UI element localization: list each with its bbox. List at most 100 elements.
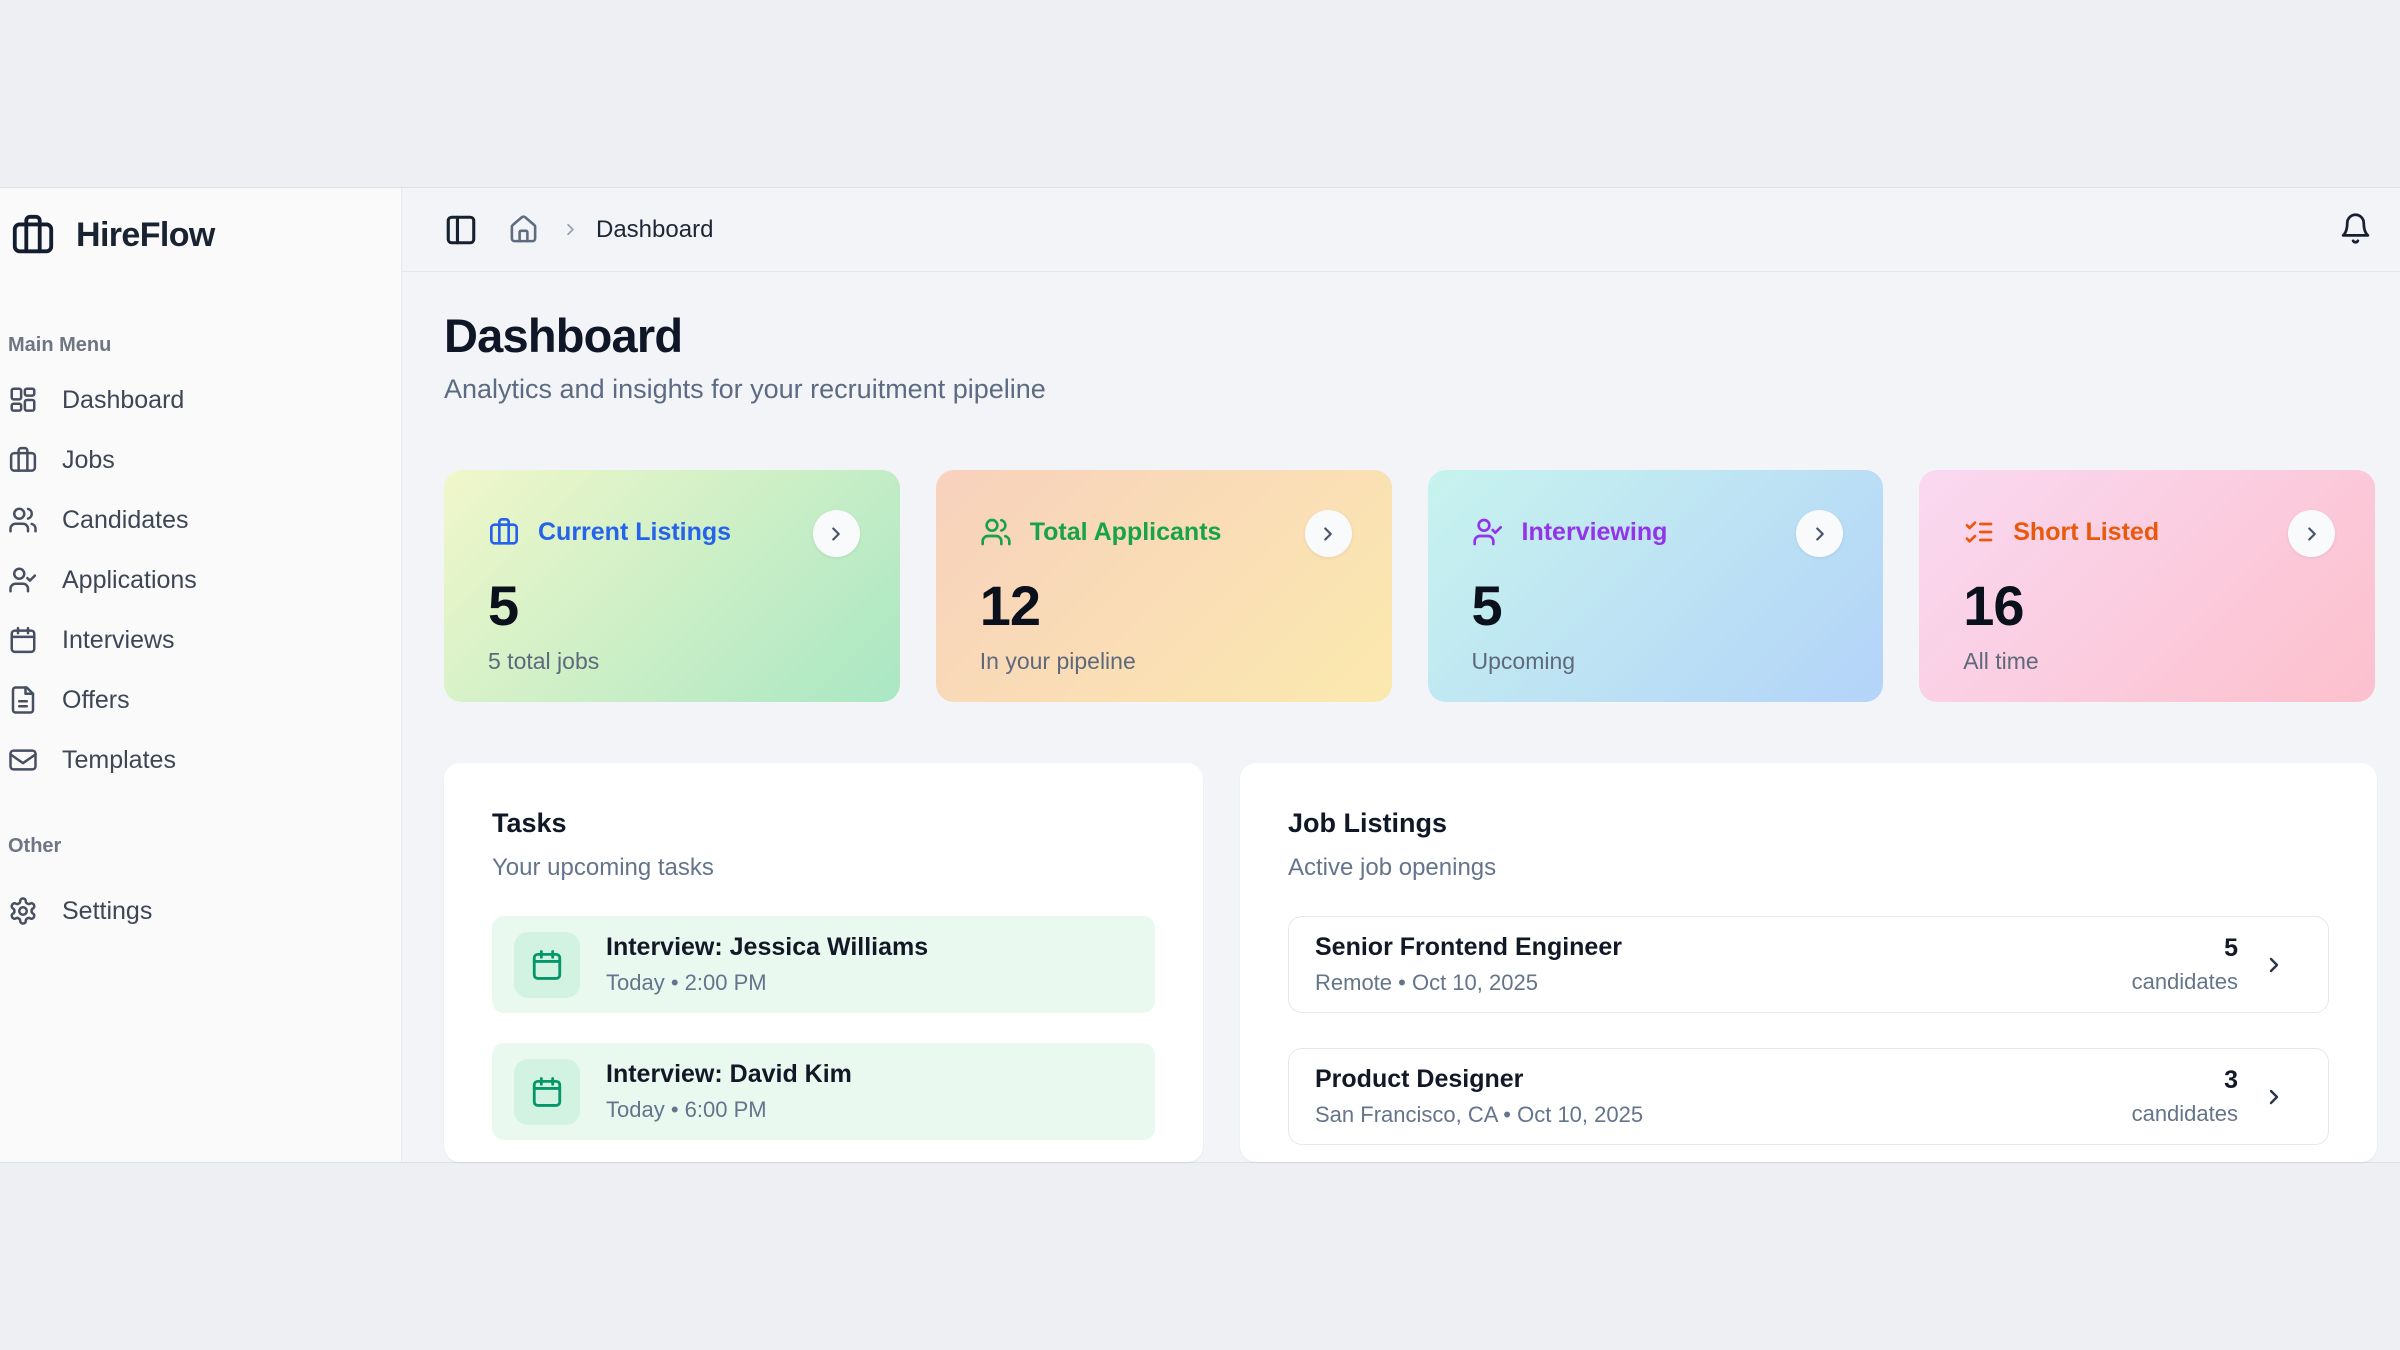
briefcase-logo-icon [10, 212, 56, 258]
job-list: Senior Frontend Engineer Remote • Oct 10… [1288, 916, 2329, 1145]
stat-caption: All time [1963, 648, 2039, 674]
gear-icon [8, 896, 38, 926]
job-candidates: 3 candidates [2132, 1066, 2238, 1127]
stat-card-head: Total Applicants [980, 516, 1348, 548]
sidebar-item-settings[interactable]: Settings [0, 881, 401, 941]
sidebar-toggle-button[interactable] [444, 213, 478, 247]
top-bar: Dashboard [402, 188, 2400, 272]
job-listings-panel: Job Listings Active job openings Senior … [1240, 763, 2377, 1162]
list-checks-icon [1963, 516, 1995, 548]
sidebar-item-offers[interactable]: Offers [0, 670, 401, 730]
sidebar-item-label: Interviews [62, 625, 175, 654]
chevron-right-icon [2301, 523, 2323, 545]
job-candidate-label: candidates [2131, 1101, 2238, 1126]
users-icon [8, 505, 38, 535]
job-text: Product Designer San Francisco, CA • Oct… [1315, 1065, 1643, 1128]
stat-value: 5 [1471, 574, 1503, 637]
home-icon[interactable] [508, 214, 539, 245]
job-item[interactable]: Product Designer San Francisco, CA • Oct… [1288, 1048, 2329, 1145]
sidebar-item-label: Applications [62, 565, 197, 594]
stat-caption: Upcoming [1471, 648, 1576, 674]
stat-chevron-button[interactable] [812, 510, 860, 557]
sidebar-item-label: Templates [62, 745, 176, 774]
task-title: Interview: Jessica Williams [606, 933, 929, 961]
calendar-icon [514, 931, 580, 998]
page-subtitle: Analytics and insights for your recruitm… [444, 374, 1046, 404]
stat-value: 12 [979, 574, 1041, 637]
job-listings-title: Job Listings [1288, 808, 1448, 838]
sidebar-item-candidates[interactable]: Candidates [0, 490, 401, 550]
page-title: Dashboard [444, 309, 683, 362]
task-meta: Today • 6:00 PM [606, 1097, 767, 1122]
chevron-right-icon [1317, 523, 1339, 545]
user-check-icon [8, 565, 38, 595]
chevron-right-icon[interactable] [2262, 1085, 2286, 1109]
chevron-right-icon [561, 220, 580, 239]
sidebar-item-dashboard[interactable]: Dashboard [0, 370, 401, 430]
briefcase-icon [8, 445, 38, 475]
chevron-right-icon[interactable] [2262, 953, 2286, 977]
job-item-right: 3 candidates [2132, 1066, 2286, 1127]
stat-card-interviewing[interactable]: Interviewing 5 Upcoming [1427, 470, 1884, 702]
file-text-icon [8, 685, 38, 715]
brand-logo: HireFlow [10, 212, 215, 258]
job-meta: Remote • Oct 10, 2025 [1315, 970, 1538, 995]
sidebar-item-interviews[interactable]: Interviews [0, 610, 401, 670]
mail-icon [8, 745, 38, 775]
task-text: Interview: Jessica Williams Today • 2:00… [606, 933, 928, 996]
task-title: Interview: David Kim [606, 1060, 852, 1088]
layout-dashboard-icon [8, 385, 38, 415]
stat-caption: 5 total jobs [488, 648, 600, 674]
sidebar: HireFlow Main Menu Dashboard Jobs Candid… [0, 188, 402, 1162]
job-item[interactable]: Senior Frontend Engineer Remote • Oct 10… [1288, 916, 2329, 1013]
chevron-right-icon [825, 523, 847, 545]
bell-icon[interactable] [2339, 212, 2372, 245]
stat-card-short-listed[interactable]: Short Listed 16 All time [1919, 470, 2375, 702]
chevron-right-icon [1809, 523, 1831, 545]
stat-label: Interviewing [1521, 517, 1668, 546]
main-menu: Dashboard Jobs Candidates Applications I… [0, 370, 401, 790]
briefcase-icon [488, 516, 520, 548]
task-item[interactable]: Interview: Jessica Williams Today • 2:00… [492, 916, 1155, 1013]
stat-label: Current Listings [538, 517, 732, 546]
job-listings-subtitle: Active job openings [1288, 854, 1497, 881]
stat-card-total-applicants[interactable]: Total Applicants 12 In your pipeline [935, 470, 1392, 702]
stat-card-current-listings[interactable]: Current Listings 5 5 total jobs [444, 470, 900, 702]
stat-chevron-button[interactable] [2288, 510, 2335, 557]
stat-chevron-button[interactable] [1304, 510, 1352, 557]
tasks-subtitle: Your upcoming tasks [492, 854, 714, 881]
tasks-title: Tasks [492, 808, 567, 838]
stat-card-head: Short Listed [1963, 516, 2331, 548]
user-check-icon [1472, 516, 1504, 548]
stat-caption: In your pipeline [979, 648, 1136, 674]
sidebar-section-other: Other [8, 835, 62, 857]
job-item-right: 5 candidates [2132, 934, 2286, 995]
stat-card-head: Interviewing [1472, 516, 1840, 548]
job-text: Senior Frontend Engineer Remote • Oct 10… [1315, 933, 1622, 996]
sidebar-item-applications[interactable]: Applications [0, 550, 401, 610]
stat-card-head: Current Listings [488, 516, 856, 548]
job-title: Senior Frontend Engineer [1315, 933, 1622, 961]
job-meta: San Francisco, CA • Oct 10, 2025 [1315, 1102, 1644, 1127]
stat-cards-row: Current Listings 5 5 total jobs Total Ap… [444, 470, 2375, 702]
breadcrumb-current[interactable]: Dashboard [596, 215, 714, 243]
app-window: HireFlow Main Menu Dashboard Jobs Candid… [0, 188, 2400, 1162]
stat-label: Total Applicants [1029, 517, 1222, 546]
stat-chevron-button[interactable] [1796, 510, 1844, 557]
tasks-panel: Tasks Your upcoming tasks Interview: Jes… [444, 763, 1203, 1162]
task-item[interactable]: Interview: David Kim Today • 6:00 PM [492, 1043, 1155, 1140]
breadcrumb: Dashboard [444, 188, 713, 271]
other-menu: Settings [0, 881, 401, 941]
stat-label: Short Listed [2013, 517, 2160, 546]
task-meta: Today • 2:00 PM [606, 970, 767, 995]
sidebar-item-jobs[interactable]: Jobs [0, 430, 401, 490]
job-candidate-count: 3 [2224, 1066, 2238, 1094]
sidebar-section-main-menu: Main Menu [8, 334, 112, 356]
sidebar-item-label: Dashboard [62, 385, 185, 414]
brand-name: HireFlow [76, 215, 215, 254]
calendar-icon [514, 1058, 580, 1125]
sidebar-item-label: Candidates [62, 505, 189, 534]
sidebar-item-templates[interactable]: Templates [0, 730, 401, 790]
sidebar-item-label: Jobs [62, 445, 115, 474]
stat-value: 5 [488, 574, 519, 637]
